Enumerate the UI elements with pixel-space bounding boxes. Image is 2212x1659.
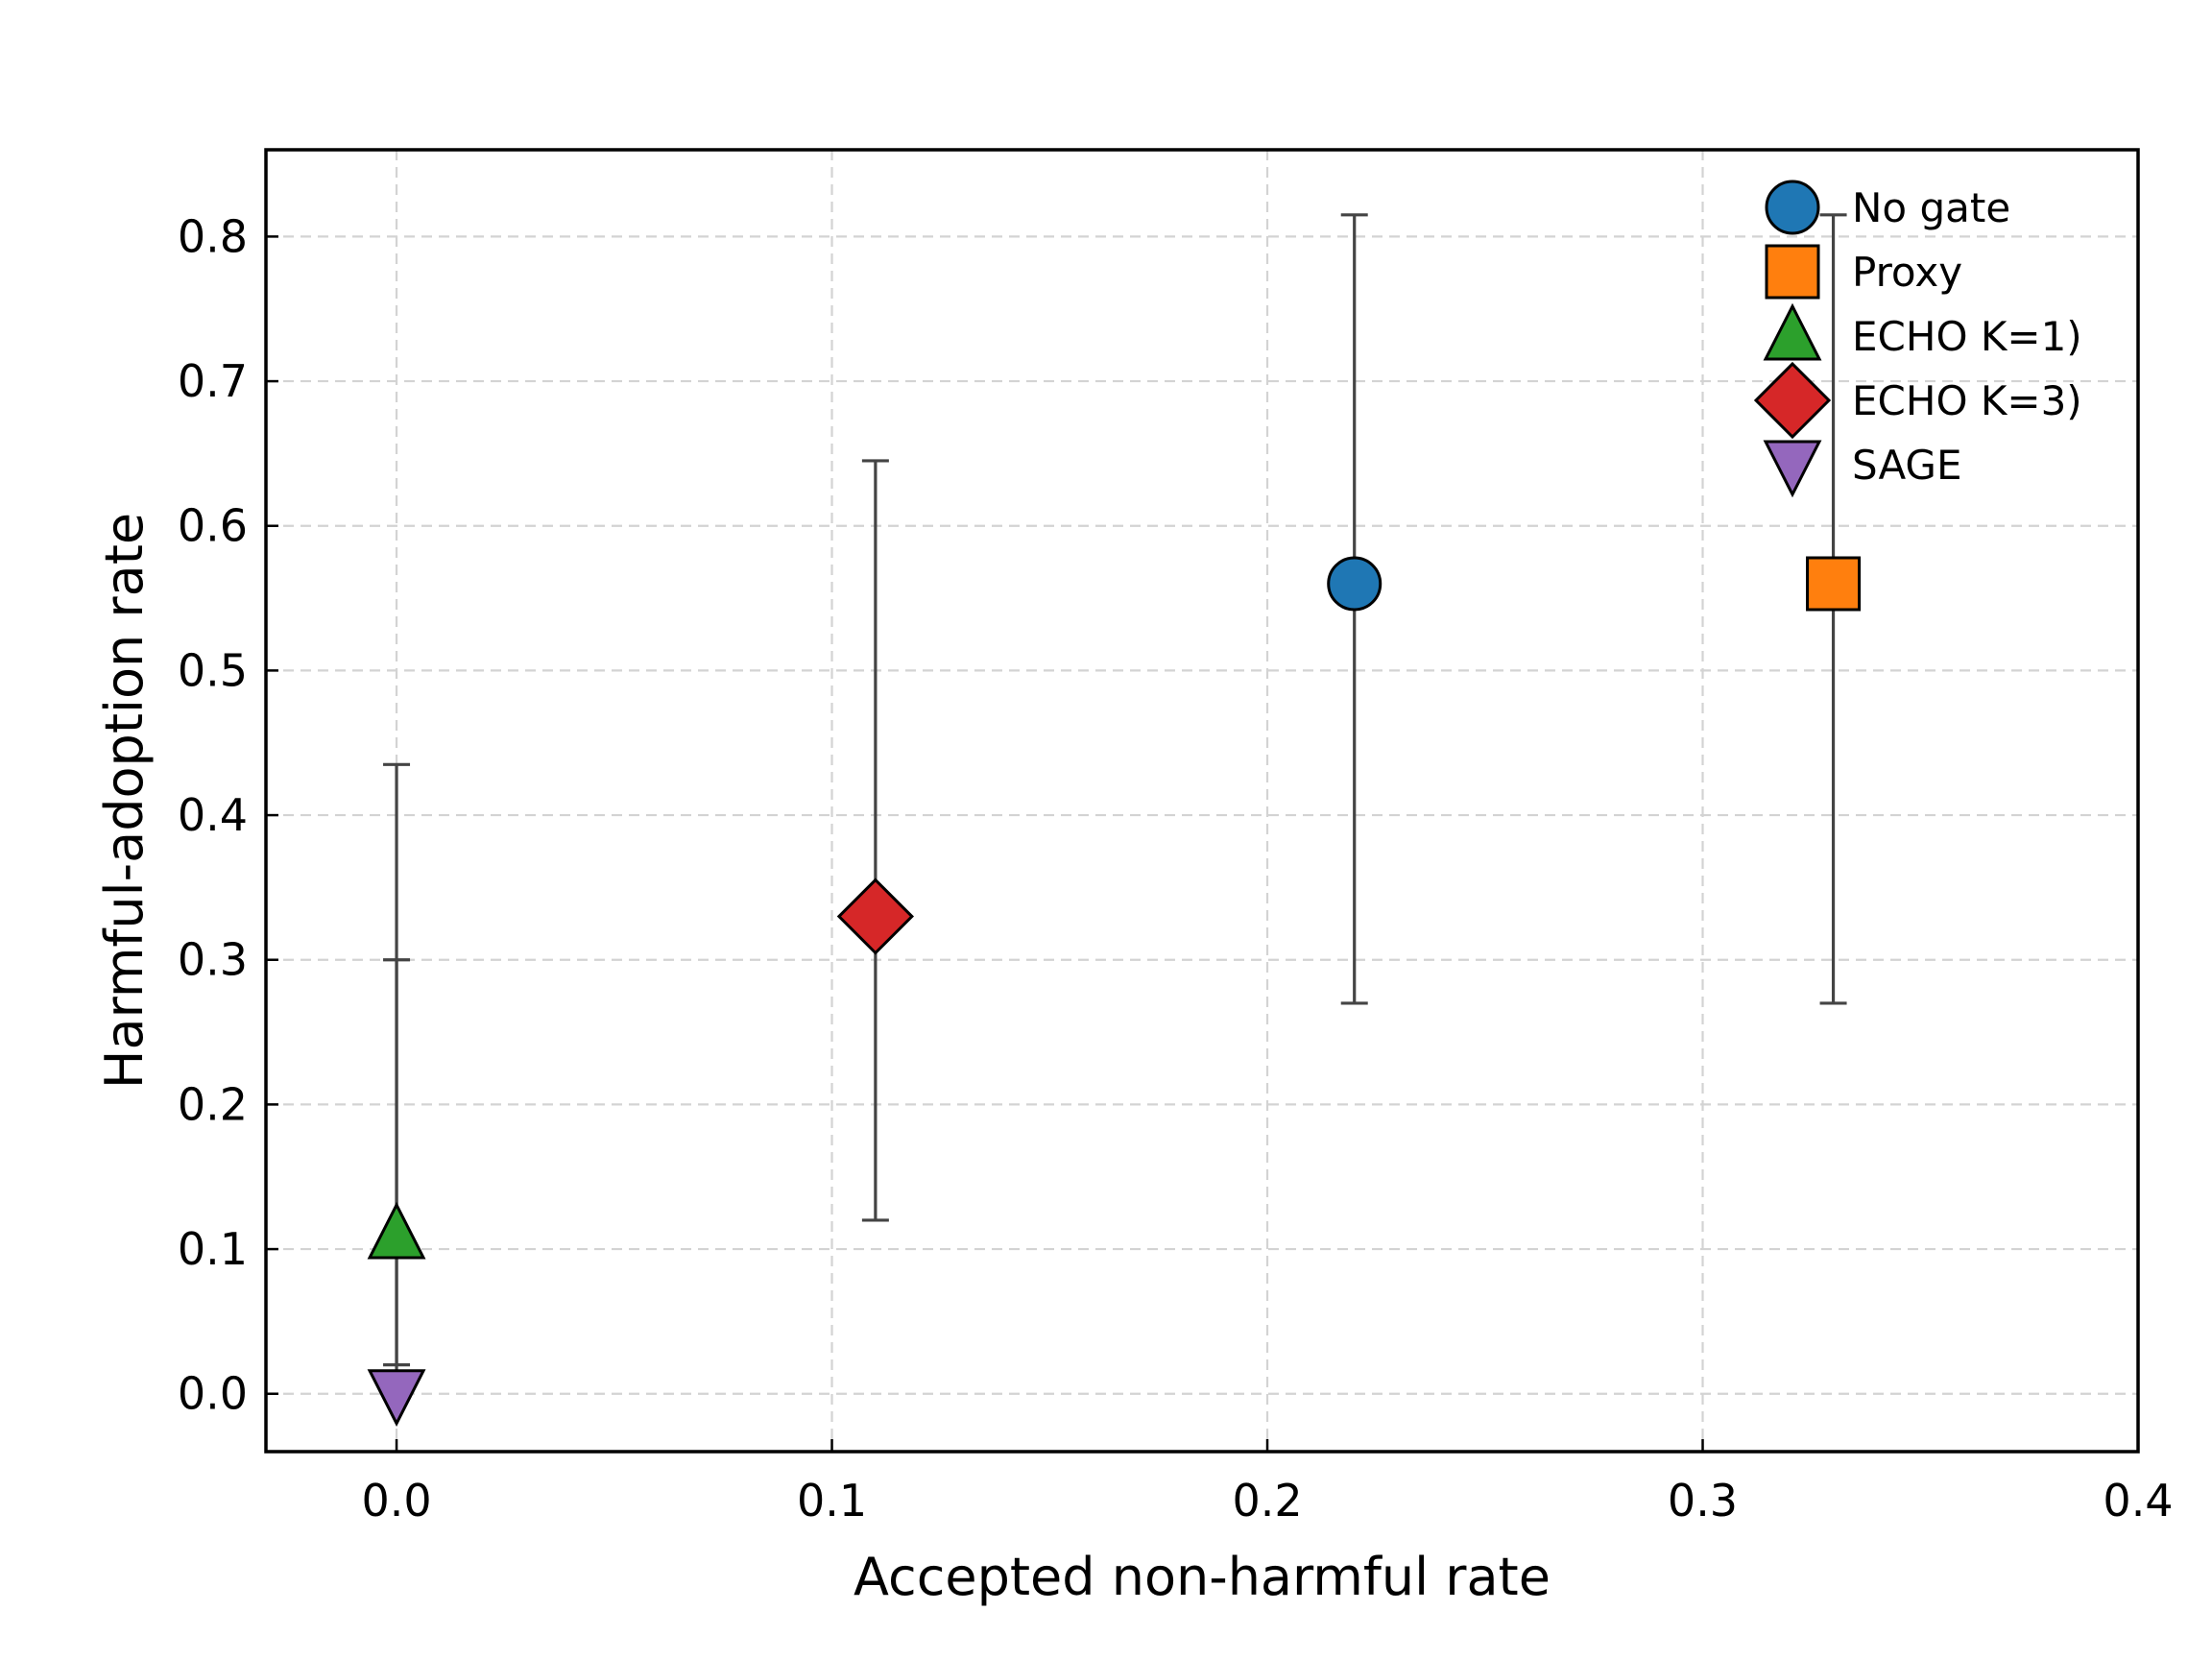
- y-tick-label: 0.4: [178, 789, 248, 841]
- legend-marker: [1763, 302, 1822, 361]
- legend-label: Proxy: [1852, 249, 1962, 296]
- x-tick-label: 0.0: [361, 1475, 431, 1527]
- legend-marker: [1753, 361, 1832, 440]
- y-tick-label: 0.7: [178, 355, 248, 407]
- grid: [266, 150, 2138, 1452]
- data-point: [836, 878, 915, 955]
- legend: No gate Proxy ECHO K=1) ECHO K=3) SAGE: [1753, 180, 2082, 498]
- legend-label: ECHO K=1): [1852, 313, 2082, 360]
- legend-marker: [1763, 440, 1822, 498]
- data-point: [367, 1201, 426, 1260]
- y-axis-label: Harmful-adoption rate: [94, 513, 155, 1089]
- x-tick-label: 0.1: [797, 1475, 867, 1527]
- y-tick-label: 0.5: [178, 644, 248, 696]
- x-tick-label: 0.2: [1232, 1475, 1302, 1527]
- data-point: [1806, 556, 1862, 612]
- y-tick-label: 0.2: [178, 1078, 248, 1130]
- data-point: [367, 1369, 426, 1428]
- legend-marker: [1765, 244, 1820, 300]
- legend-label: SAGE: [1852, 442, 1962, 489]
- plot-frame: [264, 148, 2140, 1454]
- x-tick-label: 0.3: [1668, 1475, 1738, 1527]
- x-axis-label: Accepted non-harmful rate: [854, 1547, 1551, 1607]
- y-tick-label: 0.6: [178, 500, 248, 552]
- legend-marker: [1765, 180, 1820, 235]
- axis-ticks: 0.0 0.1 0.2 0.3 0.4 0.0 0.1 0.2 0.3 0.4 0.5 0.6 0.7 0…: [178, 210, 2174, 1527]
- legend-label: No gate: [1852, 184, 2010, 231]
- legend-label: ECHO K=3): [1852, 377, 2082, 424]
- data-markers: [367, 556, 1862, 1428]
- y-tick-label: 0.8: [178, 210, 248, 262]
- y-tick-label: 0.0: [178, 1368, 248, 1420]
- data-point: [1327, 556, 1382, 612]
- y-tick-label: 0.3: [178, 934, 248, 986]
- x-tick-label: 0.4: [2103, 1475, 2173, 1527]
- y-tick-label: 0.1: [178, 1223, 248, 1275]
